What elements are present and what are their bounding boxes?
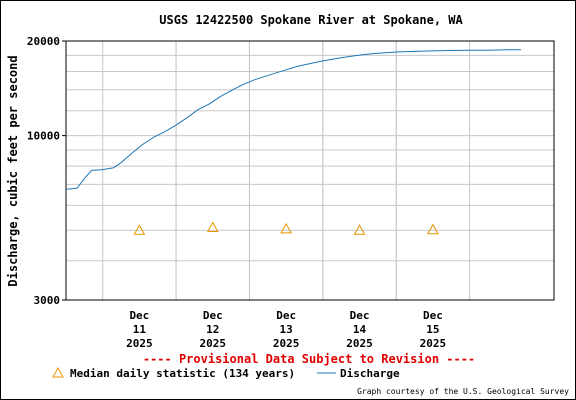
x-tick-label-1-1: 12 — [206, 323, 219, 336]
legend-discharge-label: Discharge — [340, 367, 400, 380]
credit-line: Graph courtesy of the U.S. Geological Su… — [357, 387, 569, 396]
median-marker-2 — [280, 222, 292, 234]
x-tick-label-3-1: 14 — [353, 323, 367, 336]
legend-median-marker — [52, 366, 64, 378]
x-tick-label-3-0: Dec — [350, 309, 370, 322]
y-tick-labels: 3000 10000 20000 — [27, 35, 66, 307]
discharge-series-line — [65, 49, 521, 190]
x-tick-label-2-1: 13 — [280, 323, 293, 336]
x-tick-labels: Dec112025Dec122025Dec132025Dec142025Dec1… — [126, 309, 446, 350]
chart-title: USGS 12422500 Spokane River at Spokane, … — [159, 13, 463, 27]
median-marker-0 — [133, 224, 146, 235]
x-tick-label-0-2: 2025 — [126, 337, 153, 350]
x-tick-label-3-2: 2025 — [346, 337, 373, 350]
y-tick-label-2: 20000 — [27, 35, 60, 48]
x-tick-label-4-1: 15 — [426, 323, 439, 336]
x-tick-label-4-2: 2025 — [420, 337, 447, 350]
grid-lines — [66, 41, 554, 300]
x-tick-label-2-2: 2025 — [273, 337, 300, 350]
x-tick-label-4-0: Dec — [423, 309, 443, 322]
y-axis-label: Discharge, cubic feet per second — [6, 55, 20, 286]
median-marker-1 — [206, 221, 219, 233]
legend-median-label: Median daily statistic (134 years) — [70, 367, 295, 380]
median-marker-4 — [427, 223, 439, 235]
median-marker-3 — [353, 224, 366, 235]
x-tick-label-0-0: Dec — [129, 309, 149, 322]
x-tick-label-1-0: Dec — [203, 309, 223, 322]
x-tick-label-0-1: 11 — [133, 323, 147, 336]
provisional-notice: ---- Provisional Data Subject to Revisio… — [143, 352, 475, 366]
y-tick-label-1: 10000 — [27, 130, 60, 143]
plot-area-border — [65, 40, 555, 301]
median-markers — [133, 221, 439, 235]
x-tick-label-2-0: Dec — [276, 309, 296, 322]
x-tick-label-1-2: 2025 — [200, 337, 227, 350]
y-tick-label-0: 3000 — [34, 294, 61, 307]
